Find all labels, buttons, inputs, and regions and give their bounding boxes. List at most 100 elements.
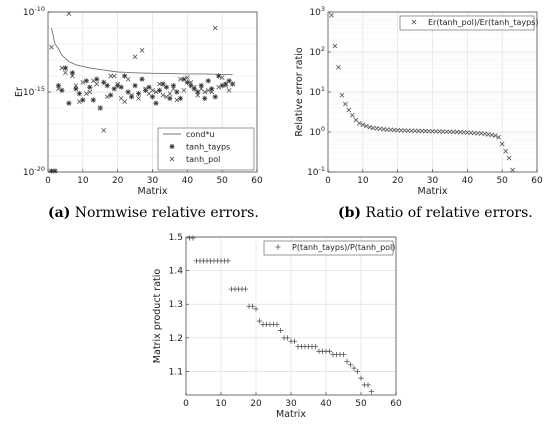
data-point	[343, 101, 348, 107]
data-point	[409, 128, 414, 134]
data-point	[104, 94, 110, 100]
data-point	[73, 86, 79, 92]
data-point	[129, 92, 134, 98]
x-axis-label: Matrix	[276, 409, 306, 420]
data-point	[496, 134, 502, 140]
legend-label: cond*u	[186, 130, 215, 139]
data-point	[412, 128, 418, 134]
data-point	[198, 83, 204, 89]
data-point	[139, 76, 145, 82]
data-point	[170, 83, 176, 89]
data-point	[451, 129, 456, 135]
data-point	[181, 88, 187, 93]
data-point	[256, 318, 263, 324]
x-tick-label: 60	[251, 176, 263, 186]
data-point	[90, 97, 96, 103]
data-point	[405, 128, 411, 133]
data-point	[167, 95, 173, 101]
data-point	[358, 375, 364, 381]
data-point	[111, 86, 117, 92]
data-point	[212, 25, 218, 31]
data-point	[447, 129, 453, 135]
data-point	[83, 91, 89, 96]
y-tick-label: 1.4	[169, 267, 184, 277]
data-point	[426, 128, 432, 134]
y-tick-label: 101	[309, 85, 325, 98]
data-point	[143, 86, 148, 92]
y-tick-label: 10-15	[23, 85, 45, 98]
data-point	[312, 343, 319, 350]
data-point	[56, 86, 61, 92]
data-point	[202, 89, 208, 95]
data-point	[87, 84, 93, 90]
data-point	[440, 129, 446, 134]
x-tick-label: 20	[112, 176, 124, 186]
data-point	[122, 73, 128, 79]
x-tick-label: 60	[531, 176, 543, 186]
x-tick-label: 40	[462, 176, 474, 186]
data-point	[416, 128, 421, 134]
y-tick-label: 10-20	[23, 165, 45, 178]
data-point	[177, 95, 183, 101]
data-point	[354, 368, 361, 375]
data-point	[363, 123, 369, 129]
x-tick-label: 20	[392, 176, 404, 186]
series-er-tanh-pol-er-tanh-tayps-	[329, 12, 515, 173]
data-point	[365, 382, 371, 388]
data-point	[216, 84, 222, 90]
data-point	[101, 128, 107, 133]
data-point	[108, 73, 114, 79]
data-point	[209, 89, 215, 95]
data-point	[510, 167, 515, 173]
data-point	[356, 120, 362, 126]
y-tick-label: 100	[309, 125, 325, 138]
legend-label: tanh_pol	[186, 155, 220, 164]
y-tick-label: 10-10	[23, 5, 45, 18]
data-point	[499, 141, 505, 147]
x-tick-label: 40	[182, 176, 194, 186]
data-point	[340, 352, 347, 358]
data-point	[97, 105, 103, 111]
data-point	[402, 128, 407, 133]
data-point	[253, 306, 259, 312]
data-point	[219, 75, 225, 80]
x-tick-label: 10	[215, 399, 227, 409]
data-point	[492, 133, 498, 138]
data-point	[174, 97, 180, 103]
data-point	[160, 81, 166, 87]
caption-b: (b) Ratio of relative errors.	[338, 205, 533, 221]
data-point	[277, 327, 284, 334]
series-tanh-pol	[49, 11, 235, 133]
data-point	[444, 129, 449, 135]
x-tick-label: 0	[183, 399, 189, 409]
data-point	[190, 235, 196, 241]
data-point	[59, 87, 65, 93]
data-point	[202, 95, 208, 101]
x-axis-label: Matrix	[138, 186, 168, 197]
x-tick-label: 10	[77, 176, 89, 186]
series-line	[51, 27, 233, 75]
data-point	[153, 100, 159, 106]
x-tick-label: 50	[496, 176, 508, 186]
data-point	[94, 76, 100, 82]
legend-box	[157, 127, 255, 171]
legend-swatch	[169, 143, 175, 150]
data-point	[242, 286, 249, 292]
data-point	[129, 94, 135, 100]
data-point	[55, 83, 62, 89]
data-point	[146, 84, 152, 90]
data-point	[344, 358, 350, 364]
data-point	[136, 96, 141, 101]
legend-label: P(tanh_tayps)/P(tanh_pol)	[292, 243, 395, 252]
data-point	[52, 168, 58, 174]
data-point	[226, 88, 232, 93]
data-point	[125, 76, 131, 82]
data-point	[118, 84, 124, 90]
legend-box	[263, 240, 394, 256]
data-point	[157, 81, 162, 87]
chart-a: 0 10 20 30 40 50 60 10-20 10-15 10-10 Matrix Er cond…	[14, 5, 263, 197]
data-point	[122, 99, 127, 104]
legend-swatch	[169, 156, 175, 162]
data-point	[430, 128, 435, 134]
caption-a: (a) Normwise relative errors.	[48, 205, 259, 221]
